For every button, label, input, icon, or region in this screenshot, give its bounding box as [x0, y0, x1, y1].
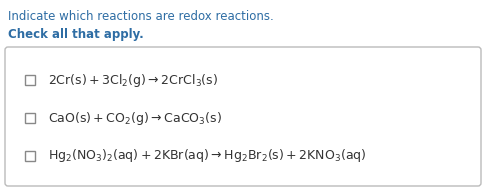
Text: Hg$_2$(NO$_3$)$_2$(aq) + 2KBr(aq) → Hg$_2$Br$_2$(s) + 2KNO$_3$(aq): Hg$_2$(NO$_3$)$_2$(aq) + 2KBr(aq) → Hg$_…: [48, 148, 367, 165]
Text: 2Cr(s) + 3Cl$_2$(g) → 2CrCl$_3$(s): 2Cr(s) + 3Cl$_2$(g) → 2CrCl$_3$(s): [48, 71, 218, 88]
Bar: [25, 151, 35, 161]
Text: Indicate which reactions are redox reactions.: Indicate which reactions are redox react…: [8, 10, 274, 23]
FancyBboxPatch shape: [5, 47, 481, 186]
Text: CaO(s) + CO$_2$(g) → CaCO$_3$(s): CaO(s) + CO$_2$(g) → CaCO$_3$(s): [48, 110, 222, 126]
Text: Check all that apply.: Check all that apply.: [8, 28, 144, 41]
Bar: [25, 113, 35, 123]
Bar: [25, 75, 35, 85]
